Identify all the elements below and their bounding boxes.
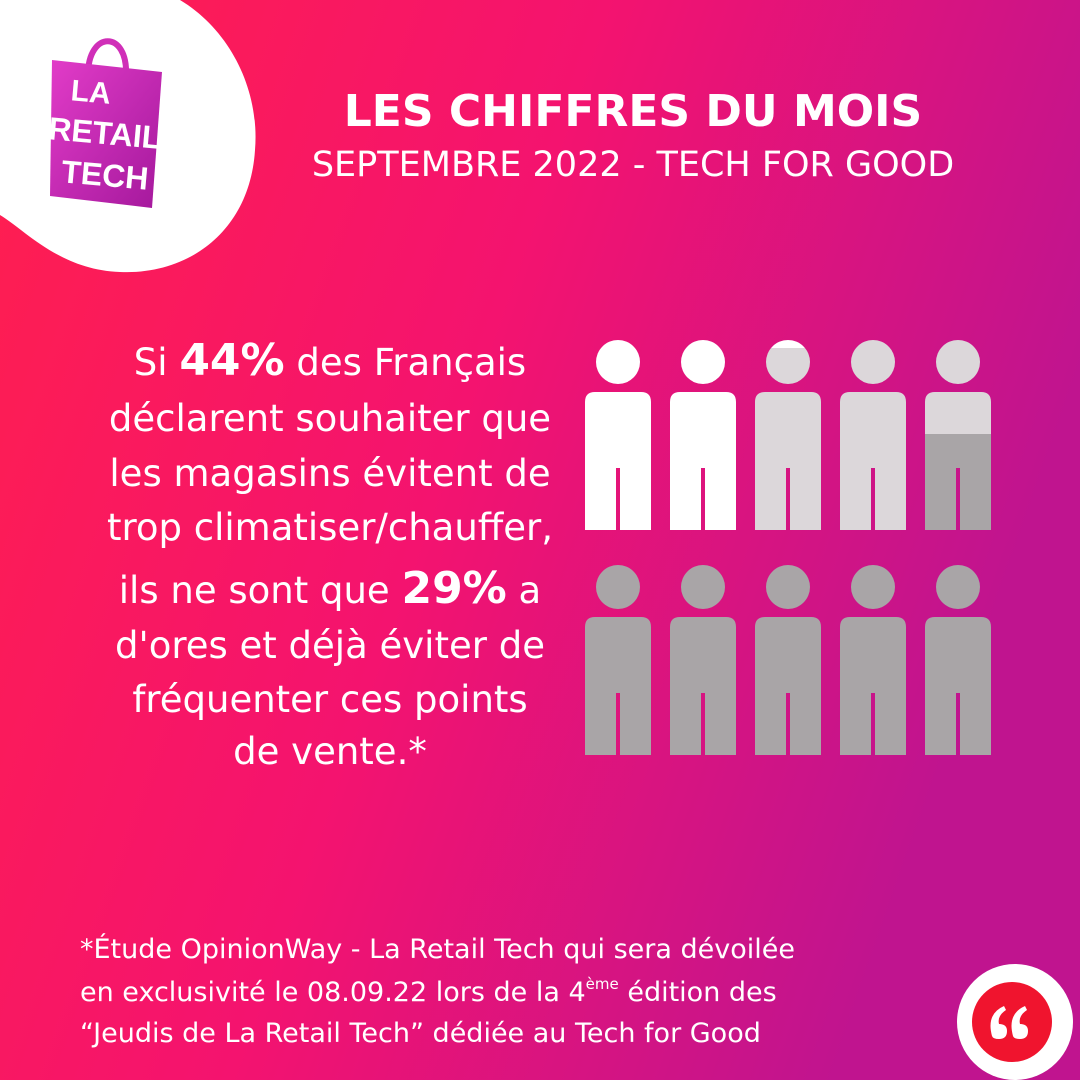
person-head xyxy=(681,565,725,609)
statement-text: déclarent souhaiter que xyxy=(109,397,551,440)
person-icon xyxy=(925,340,991,530)
highlight: 29% xyxy=(401,563,506,614)
footnote-line: en exclusivité le 08.09.22 lors de la 4è… xyxy=(80,975,777,1008)
person-body xyxy=(585,617,651,755)
person-body xyxy=(840,392,906,530)
person-icon xyxy=(755,340,821,530)
footnote: *Étude OpinionWay - La Retail Tech qui s… xyxy=(80,933,795,1049)
statement-line: d'ores et déjà éviter de xyxy=(115,624,545,667)
statement-line: Si 44% des Français xyxy=(134,335,526,386)
statement: Si 44% des Français déclarent souhaiter q… xyxy=(107,335,553,773)
footnote-text: en exclusivité le 08.09.22 lors de la 4 xyxy=(80,977,586,1008)
statement-text: les magasins évitent de xyxy=(109,452,550,495)
person-body xyxy=(755,617,821,755)
person-body xyxy=(840,617,906,755)
statement-line: fréquenter ces points xyxy=(132,678,527,721)
title: LES CHIFFRES DU MOIS xyxy=(344,86,922,137)
subtitle: SEPTEMBRE 2022 - TECH FOR GOOD xyxy=(312,145,954,185)
person-body xyxy=(755,392,821,530)
person-head xyxy=(851,340,895,384)
statement-text: trop climatiser/chauffer, xyxy=(107,506,553,549)
person-icon xyxy=(670,340,736,530)
person-head xyxy=(766,565,810,609)
person-icon xyxy=(755,565,821,755)
person-head xyxy=(681,340,725,384)
highlight: 44% xyxy=(179,335,284,386)
footnote-text: édition des xyxy=(619,977,777,1008)
statement-text: de vente.* xyxy=(233,730,427,773)
person-icon xyxy=(840,565,906,755)
person-head xyxy=(936,340,980,384)
statement-text: ils ne sont que xyxy=(119,569,402,612)
superscript: ème xyxy=(586,975,619,993)
logo-text: TECH xyxy=(60,153,150,196)
person-head xyxy=(936,565,980,609)
person-icon xyxy=(840,340,906,530)
statement-text: a xyxy=(507,569,541,612)
person-body xyxy=(925,617,991,755)
logo-text: LA xyxy=(69,74,112,110)
pictogram xyxy=(585,340,991,755)
statement-text: fréquenter ces points xyxy=(132,678,527,721)
person-head xyxy=(851,565,895,609)
person-body xyxy=(670,617,736,755)
statement-line: les magasins évitent de xyxy=(109,452,550,495)
person-icon xyxy=(925,565,991,755)
person-body xyxy=(585,392,651,530)
logo: LA RETAIL TECH xyxy=(47,38,163,208)
person-icon xyxy=(670,565,736,755)
person-icon xyxy=(585,565,651,755)
person-body xyxy=(925,392,991,530)
statement-text: des Français xyxy=(285,341,527,384)
quote-badge xyxy=(957,964,1073,1080)
statement-line: de vente.* xyxy=(233,730,427,773)
statement-line: trop climatiser/chauffer, xyxy=(107,506,553,549)
person-icon xyxy=(585,340,651,530)
footnote-text: “Jeudis de La Retail Tech” dédiée au Tec… xyxy=(80,1018,761,1049)
footnote-line: “Jeudis de La Retail Tech” dédiée au Tec… xyxy=(80,1018,761,1049)
statement-text: d'ores et déjà éviter de xyxy=(115,624,545,667)
footnote-line: *Étude OpinionWay - La Retail Tech qui s… xyxy=(80,933,795,965)
footnote-text: *Étude OpinionWay - La Retail Tech qui s… xyxy=(80,933,795,965)
statement-line: déclarent souhaiter que xyxy=(109,397,551,440)
person-body xyxy=(670,392,736,530)
person-head xyxy=(596,340,640,384)
person-head xyxy=(596,565,640,609)
person-head xyxy=(766,340,810,384)
statement-line: ils ne sont que 29% a xyxy=(119,563,541,614)
statement-text: Si xyxy=(134,341,180,384)
